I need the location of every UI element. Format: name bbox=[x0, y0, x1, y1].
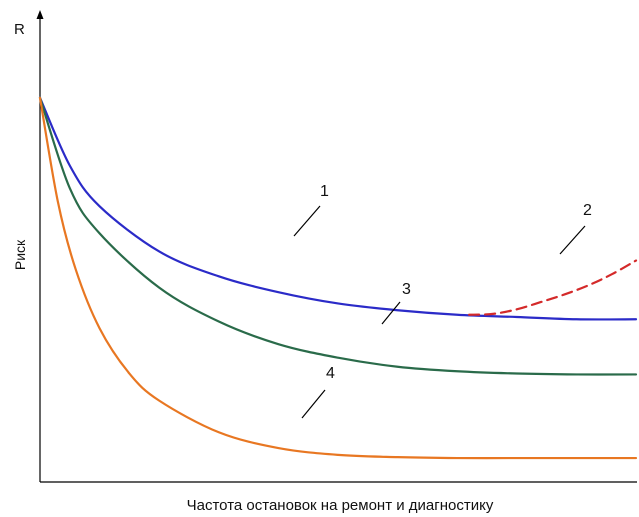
curve-label-group-2: 2 bbox=[559, 202, 592, 255]
series-4-line bbox=[38, 96, 638, 460]
curve-label-3: 3 bbox=[402, 281, 411, 298]
series-3-line bbox=[38, 96, 638, 376]
curves bbox=[38, 96, 638, 460]
leader-line-2 bbox=[559, 225, 586, 255]
leader-line-3 bbox=[381, 301, 401, 325]
curve-label-4: 4 bbox=[326, 365, 335, 382]
curve-label-group-4: 4 bbox=[301, 365, 335, 419]
y-axis-label: Риск bbox=[12, 239, 28, 270]
curve-label-group-1: 1 bbox=[293, 183, 329, 237]
curve-label-1: 1 bbox=[320, 183, 329, 200]
y-axis-arrow bbox=[36, 10, 44, 19]
y-axis-top-label: R bbox=[14, 21, 25, 38]
series-1-line bbox=[38, 96, 638, 321]
curve-label-2: 2 bbox=[583, 202, 592, 219]
leader-line-1 bbox=[293, 205, 321, 237]
series-2-line bbox=[468, 259, 638, 316]
x-axis-label: Частота остановок на ремонт и диагностик… bbox=[187, 497, 494, 514]
curve-label-group-3: 3 bbox=[381, 281, 411, 325]
leader-line-4 bbox=[301, 389, 326, 419]
